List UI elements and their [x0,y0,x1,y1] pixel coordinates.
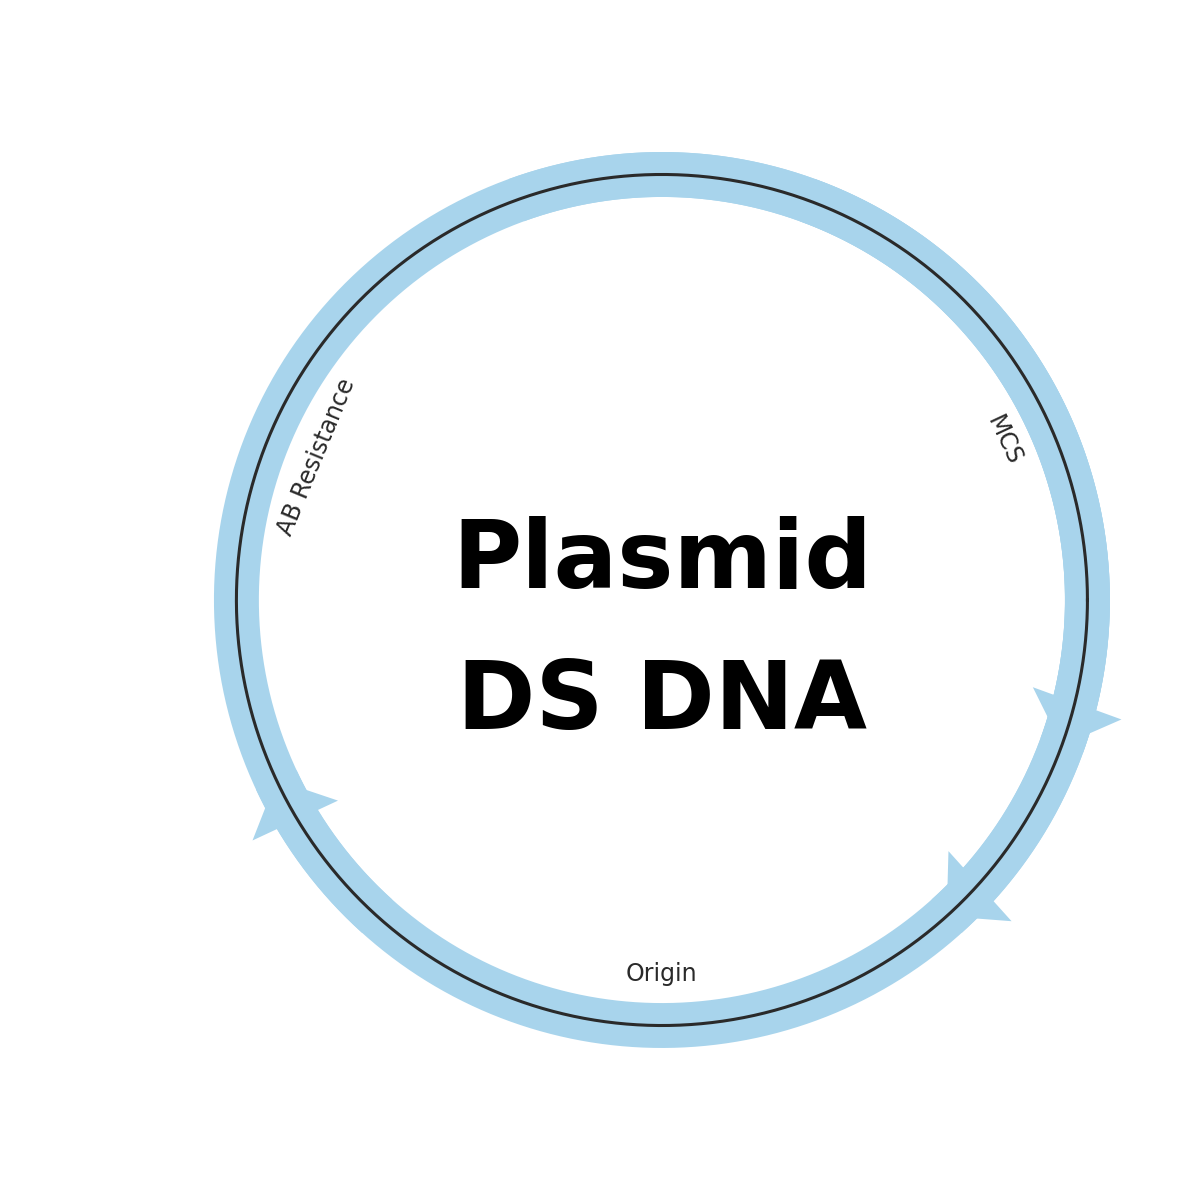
Polygon shape [253,780,338,840]
Polygon shape [947,851,1012,922]
Text: Plasmid: Plasmid [452,516,872,607]
Text: DS DNA: DS DNA [457,658,866,750]
Polygon shape [214,152,1110,932]
Polygon shape [256,152,1110,1048]
Text: Origin: Origin [626,961,697,985]
Polygon shape [1033,688,1122,745]
Text: MCS: MCS [982,412,1026,469]
Text: AB Resistance: AB Resistance [274,376,361,539]
Polygon shape [800,179,1110,754]
